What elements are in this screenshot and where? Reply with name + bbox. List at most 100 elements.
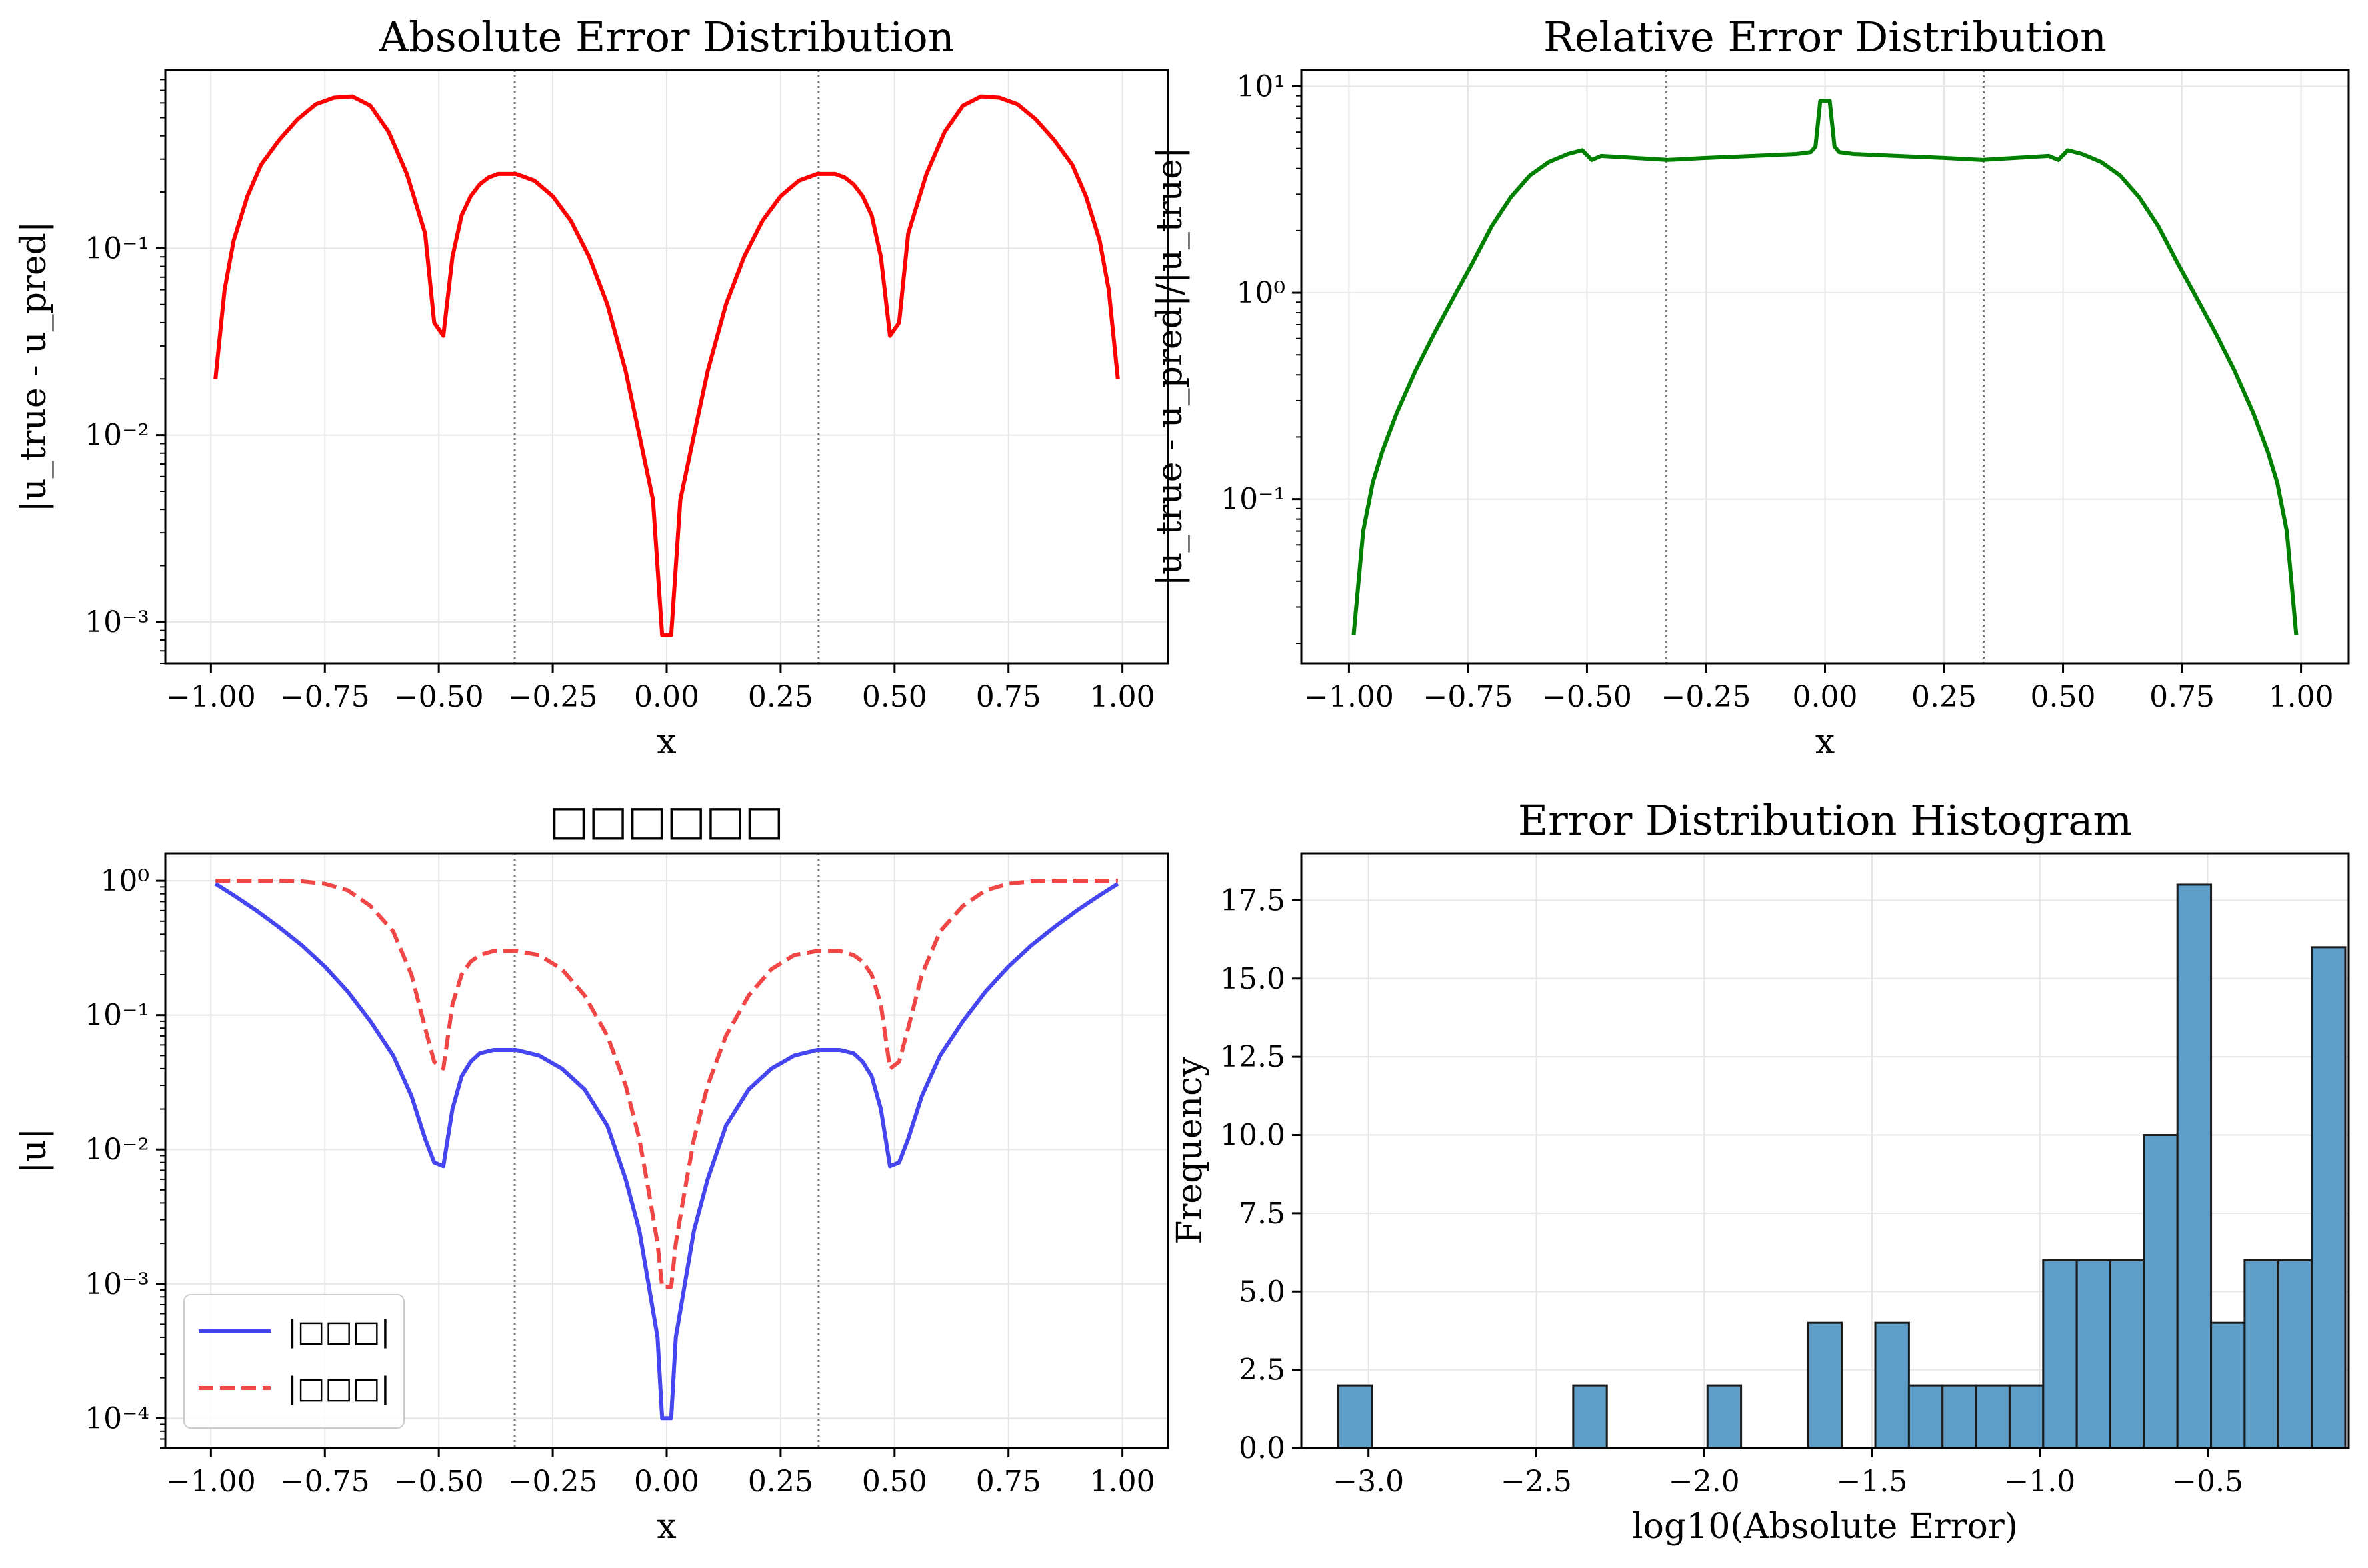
y-tick-label: 5.0 xyxy=(1239,1275,1285,1309)
y-tick-label: 10⁻¹ xyxy=(1221,483,1285,517)
x-tick-label: 0.25 xyxy=(748,1465,813,1499)
x-tick-label: −2.0 xyxy=(1669,1465,1740,1499)
histogram-bar xyxy=(2109,1259,2145,1448)
y-tick-label: 0.0 xyxy=(1239,1431,1285,1465)
x-tick-label: −0.50 xyxy=(1542,680,1632,714)
legend: |□□□| |□□□| xyxy=(183,1294,405,1429)
x-tick-label: 0.75 xyxy=(976,1465,1041,1499)
x-tick-label: 1.00 xyxy=(1090,1465,1155,1499)
abs-error-panel: −1.00 −0.75 −0.50 −0.25 0.00 0.25 0.50 0.75 1.00… xyxy=(14,13,1169,762)
series-line-0 xyxy=(1351,99,2299,635)
y-tick-label: 10⁻³ xyxy=(85,605,149,639)
histogram-bar xyxy=(1874,1321,1910,1448)
y-tick-label: 10⁰ xyxy=(1236,276,1285,310)
series-line-1 xyxy=(215,879,1118,1289)
x-tick-label: 0.25 xyxy=(748,680,813,714)
x-tick-label: −0.75 xyxy=(280,1465,370,1499)
y-tick-label: 10⁰ xyxy=(100,864,149,898)
histogram-bar xyxy=(2243,1259,2279,1448)
legend-box xyxy=(183,1294,405,1429)
x-tick-label: −1.00 xyxy=(166,680,256,714)
chart-title: Error Distribution Histogram xyxy=(1518,796,2132,845)
series-line-0 xyxy=(214,882,1119,1421)
histogram-bar xyxy=(2075,1259,2111,1448)
x-axis-label: x xyxy=(657,722,676,762)
x-tick-label: −3.0 xyxy=(1333,1465,1404,1499)
y-tick-label: 10.0 xyxy=(1220,1119,1285,1153)
histogram-bar xyxy=(1572,1384,1608,1448)
histogram-bar xyxy=(2008,1384,2045,1448)
histogram-bar xyxy=(1807,1321,1843,1448)
x-tick-label: −0.5 xyxy=(2172,1465,2243,1499)
y-axis-label: Frequency xyxy=(1170,1057,1210,1245)
legend-label-0: |□□□| xyxy=(287,1315,390,1349)
histogram-bar xyxy=(1907,1384,1944,1448)
chart-title: Absolute Error Distribution xyxy=(378,13,954,61)
x-tick-label: −0.25 xyxy=(508,1465,598,1499)
x-tick-label: −2.5 xyxy=(1501,1465,1572,1499)
x-tick-label: −0.75 xyxy=(280,680,370,714)
x-tick-label: 0.00 xyxy=(634,1465,699,1499)
x-tick-label: 0.50 xyxy=(862,680,927,714)
histogram-bar xyxy=(1337,1384,1373,1448)
histogram-bar xyxy=(2176,883,2213,1448)
y-tick-label: 10⁻¹ xyxy=(85,999,149,1033)
grid xyxy=(165,70,1168,663)
x-axis-label: x xyxy=(1815,722,1835,762)
y-axis-label: |u| xyxy=(14,1128,54,1174)
x-tick-label: 0.00 xyxy=(1793,680,1858,714)
chart-title: Relative Error Distribution xyxy=(1543,13,2107,61)
plot-area xyxy=(1351,99,2299,635)
y-tick-label: 2.5 xyxy=(1239,1353,1285,1387)
axes-frame xyxy=(1300,852,2350,1449)
x-tick-label: −1.5 xyxy=(1837,1465,1908,1499)
y-tick-label: 10⁻³ xyxy=(85,1267,149,1301)
x-tick-label: 0.75 xyxy=(2149,680,2215,714)
x-tick-label: 0.00 xyxy=(634,680,699,714)
x-tick-label: −0.25 xyxy=(508,680,598,714)
x-axis-label: x xyxy=(657,1507,676,1547)
magnitude-panel: −1.00 −0.75 −0.50 −0.25 0.00 0.25 0.50 0.75 1.00… xyxy=(14,796,1169,1547)
histogram-bar xyxy=(1706,1384,1743,1448)
histogram-panel: −3.0 −2.5 −2.0 −1.5 −1.0 −0.5 0.0 2.5 5.0 7.5 10.0… xyxy=(1170,796,2350,1547)
y-tick-label: 12.5 xyxy=(1220,1040,1285,1074)
x-tick-label: 1.00 xyxy=(1090,680,1155,714)
x-tick-label: −1.0 xyxy=(2004,1465,2075,1499)
legend-label-1: |□□□| xyxy=(287,1371,390,1405)
chart-title: □□□□□□ xyxy=(549,796,783,845)
y-tick-label: 10⁻⁴ xyxy=(85,1401,149,1435)
histogram-bar xyxy=(2277,1259,2313,1448)
grid xyxy=(1301,70,2349,663)
y-tick-label: 7.5 xyxy=(1239,1197,1285,1231)
x-tick-label: 0.75 xyxy=(976,680,1041,714)
x-tick-label: 1.00 xyxy=(2269,680,2334,714)
plot-area xyxy=(213,94,1120,637)
histogram-bar xyxy=(1941,1384,1977,1448)
histogram-bar xyxy=(2311,946,2347,1448)
y-tick-label: 10⁻¹ xyxy=(85,231,149,265)
y-axis-label: |u_true - u_pred|/|u_true| xyxy=(1150,147,1190,587)
plot-area xyxy=(214,879,1119,1421)
x-tick-label: −0.75 xyxy=(1423,680,1513,714)
histogram-bar xyxy=(2210,1321,2246,1448)
histogram-bar xyxy=(1975,1384,2011,1448)
x-tick-label: −0.25 xyxy=(1661,680,1751,714)
x-axis-label: log10(Absolute Error) xyxy=(1632,1507,2018,1547)
series-line-0 xyxy=(213,94,1120,637)
y-tick-label: 15.0 xyxy=(1220,962,1285,996)
histogram-bar xyxy=(2042,1259,2078,1448)
x-tick-label: 0.50 xyxy=(2031,680,2096,714)
y-tick-label: 10¹ xyxy=(1236,70,1285,104)
plot-area xyxy=(1337,883,2347,1448)
y-tick-label: 10⁻² xyxy=(85,1133,149,1167)
x-tick-label: −1.00 xyxy=(1304,680,1394,714)
y-tick-label: 10⁻² xyxy=(85,419,149,453)
rel-error-panel: −1.00 −0.75 −0.50 −0.25 0.00 0.25 0.50 0.75 1.00… xyxy=(1150,13,2350,762)
y-tick-label: 17.5 xyxy=(1220,883,1285,917)
x-tick-label: 0.50 xyxy=(862,1465,927,1499)
x-tick-label: 0.25 xyxy=(1911,680,1977,714)
x-tick-label: −1.00 xyxy=(166,1465,256,1499)
x-tick-label: −0.50 xyxy=(394,680,484,714)
y-axis-label: |u_true - u_pred| xyxy=(14,221,54,513)
